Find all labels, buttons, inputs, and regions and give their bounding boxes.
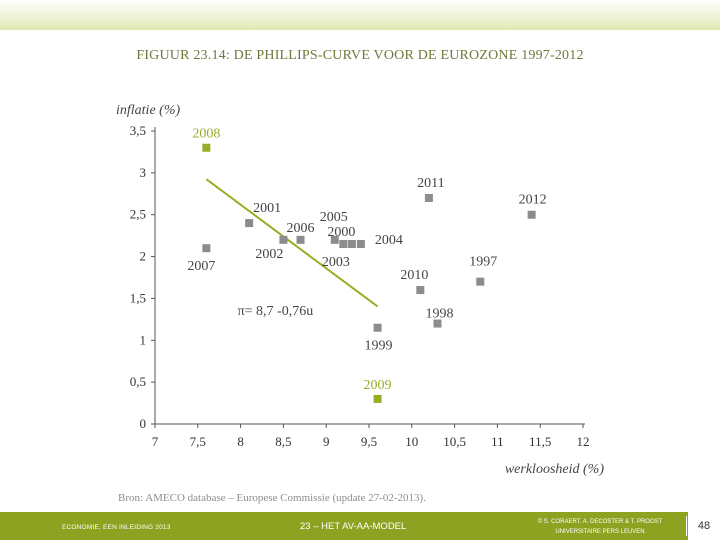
y-tick-label: 0: [140, 416, 147, 431]
data-point: [356, 240, 365, 249]
data-point-label: 2002: [255, 247, 283, 262]
x-tick-label: 9,5: [361, 434, 377, 449]
data-point-label: 2001: [253, 201, 281, 216]
data-point-label: 2011: [417, 176, 444, 191]
footer-authors: © S. CORAERT, A. DECOSTER & T. PROOST: [537, 519, 663, 525]
top-band: [0, 0, 720, 30]
data-point: [424, 193, 433, 202]
y-axis-title: inflatie (%): [116, 103, 180, 118]
data-point: [279, 235, 288, 244]
data-point-label: 1998: [425, 307, 453, 322]
x-tick-label: 11,5: [529, 434, 551, 449]
data-point: [433, 319, 442, 328]
x-tick-label: 8,5: [275, 434, 291, 449]
page-number: 48: [688, 512, 720, 540]
x-tick-label: 8: [237, 434, 244, 449]
data-point-label: 2008: [192, 127, 220, 142]
footer-chapter: 23 – HET AV-AA-MODEL: [300, 521, 407, 532]
x-tick-label: 9: [323, 434, 330, 449]
data-point: [373, 394, 382, 403]
y-tick-label: 1,5: [130, 290, 146, 305]
data-point: [330, 235, 339, 244]
footer-publisher: UNIVERSITAIRE PERS LEUVEN: [555, 529, 645, 535]
x-tick-label: 10: [405, 434, 418, 449]
y-tick-label: 2: [140, 249, 147, 264]
x-axis-title: werkloosheid (%): [505, 462, 604, 477]
x-tick-label: 7: [152, 434, 159, 449]
data-point: [202, 244, 211, 253]
x-tick-label: 7,5: [190, 434, 206, 449]
data-point: [202, 143, 211, 152]
footer-bar: ECONOMIE, EEN INLEIDING 2013 23 – HET AV…: [0, 512, 720, 540]
data-point: [296, 235, 305, 244]
footer-book-title: ECONOMIE, EEN INLEIDING 2013: [62, 524, 171, 531]
data-point-label: 2004: [375, 233, 403, 248]
data-point-label: 2003: [322, 255, 350, 270]
x-tick-label: 11: [491, 434, 504, 449]
data-point: [339, 240, 348, 249]
y-tick-label: 3,5: [130, 123, 146, 138]
data-point: [347, 240, 356, 249]
trendline-equation: π= 8,7 -0,76u: [238, 304, 314, 319]
data-point-label: 1997: [469, 255, 497, 270]
data-point: [373, 323, 382, 332]
data-point: [416, 286, 425, 295]
source-note: Bron: AMECO database – Europese Commissi…: [118, 492, 426, 504]
data-point-label: 2010: [400, 268, 428, 283]
data-point-label: 1999: [365, 339, 393, 354]
y-tick-label: 3: [140, 165, 147, 180]
data-point: [527, 210, 536, 219]
data-point-label: 2012: [519, 193, 547, 208]
y-tick-label: 1: [140, 332, 147, 347]
data-point-label: 2005: [320, 210, 348, 225]
y-tick-label: 0,5: [130, 374, 146, 389]
footer-copyright: © S. CORAERT, A. DECOSTER & T. PROOST UN…: [520, 517, 680, 537]
data-point: [245, 219, 254, 228]
data-point-label: 2007: [187, 259, 215, 274]
y-tick-label: 2,5: [130, 207, 146, 222]
x-tick-label: 10,5: [443, 434, 466, 449]
footer-divider: [686, 516, 687, 536]
x-tick-label: 12: [577, 434, 590, 449]
trendline: [205, 178, 379, 308]
data-point-label: 2009: [364, 378, 392, 393]
data-point: [476, 277, 485, 286]
data-point-label: 2006: [287, 221, 315, 236]
figure-title: FIGUUR 23.14: DE PHILLIPS-CURVE VOOR DE …: [136, 48, 584, 63]
